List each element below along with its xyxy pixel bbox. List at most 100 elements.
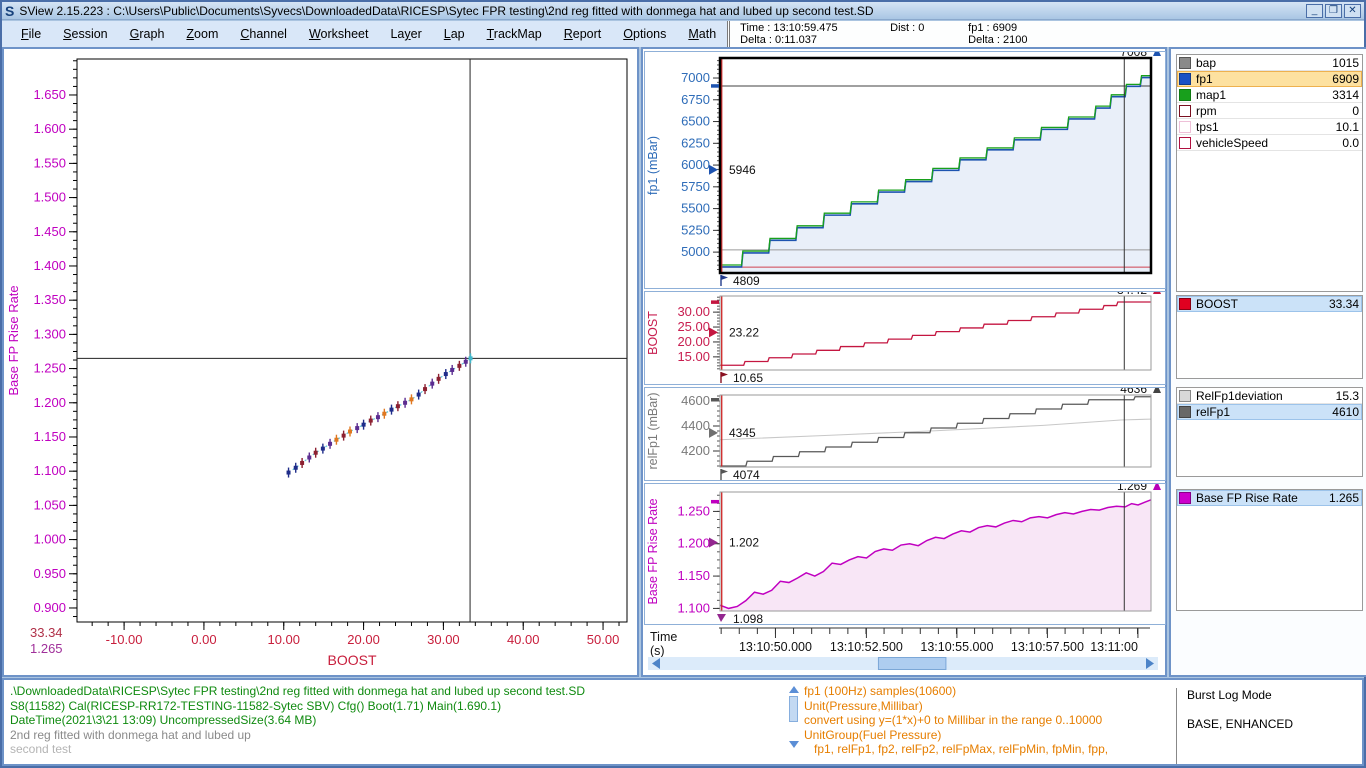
time-axis[interactable]: Time (s) 13:10:50.000 13:10:52.500 13:10:55.… xyxy=(644,627,1166,675)
svg-text:4200: 4200 xyxy=(681,443,710,458)
menu-item-trackmap[interactable]: TrackMap xyxy=(486,27,542,41)
close-button[interactable]: ✕ xyxy=(1344,3,1361,18)
menu-item-graph[interactable]: Graph xyxy=(129,27,165,41)
scatter-plot-panel[interactable]: 0.900 0.950 1.000 1.050 1.100 1.150 1.200 1.250… xyxy=(2,47,639,677)
svg-text:1.650: 1.650 xyxy=(33,87,66,102)
scatter-x-axis-label: BOOST xyxy=(327,652,376,668)
channel-color-swatch xyxy=(1179,136,1191,149)
svg-text:0.00: 0.00 xyxy=(191,632,216,647)
menu-item-zoom[interactable]: Zoom xyxy=(186,27,219,41)
file-info-block: .\DownloadedData\RICESP\Sytec FPR testin… xyxy=(10,684,780,757)
relfp1-chart[interactable]: 4200 4400 4600 relFp1 (mBar) 4636 4345 4074 xyxy=(644,382,1166,482)
channel-value: 1.265 xyxy=(1328,490,1359,505)
time-scrollbar-thumb[interactable] xyxy=(877,657,947,670)
menu-item-channel[interactable]: Channel xyxy=(240,27,287,41)
channel-list-2: BOOST 33.34 xyxy=(1176,295,1363,379)
svg-text:1.600: 1.600 xyxy=(33,121,66,136)
svg-text:1.098: 1.098 xyxy=(733,612,763,624)
scroll-up-icon[interactable] xyxy=(788,686,799,693)
minimize-button[interactable]: _ xyxy=(1306,3,1323,18)
channel-row-bap[interactable]: bap 1015 xyxy=(1177,55,1362,71)
svg-text:1.550: 1.550 xyxy=(33,155,66,170)
svg-text:1.000: 1.000 xyxy=(33,532,66,547)
svg-text:-10.00: -10.00 xyxy=(106,632,143,647)
channel-label: BOOST xyxy=(1196,296,1239,311)
file-info-line: DateTime(2021\3\21 13:09) UncompressedSi… xyxy=(10,713,317,727)
channel-color-swatch xyxy=(1179,389,1191,402)
channel-value: 15.3 xyxy=(1335,388,1359,403)
menu-item-session[interactable]: Session xyxy=(63,27,108,41)
svg-text:1.250: 1.250 xyxy=(33,361,66,376)
channel-color-swatch xyxy=(1179,56,1191,69)
svg-text:5500: 5500 xyxy=(681,201,710,216)
svg-text:1.050: 1.050 xyxy=(33,497,66,512)
svg-text:5000: 5000 xyxy=(681,244,710,259)
svg-text:6750: 6750 xyxy=(681,92,710,107)
channel-row-map1[interactable]: map1 3314 xyxy=(1177,87,1362,103)
menu-item-file[interactable]: File xyxy=(21,27,42,41)
menu-items: File Session Graph Zoom Channel Worksheet Laye… xyxy=(2,21,727,47)
channel-row-relfp1[interactable]: relFp1 4610 xyxy=(1177,404,1362,420)
channel-row-relfp1deviation[interactable]: RelFp1deviation 15.3 xyxy=(1177,388,1362,404)
menu-item-lap[interactable]: Lap xyxy=(443,27,465,41)
svg-text:6500: 6500 xyxy=(681,114,710,129)
svg-text:20.00: 20.00 xyxy=(347,632,380,647)
channel-info-line: Unit(Pressure,Millibar) xyxy=(804,698,923,713)
channel-info-line: fp1 (100Hz) samples(10600) xyxy=(804,684,957,698)
trace-boost xyxy=(720,301,1151,366)
menu-item-math[interactable]: Math xyxy=(688,27,717,41)
title-bar[interactable]: S SView 2.15.223 : C:\Users\Public\Docum… xyxy=(2,2,1364,20)
restore-button[interactable]: ❐ xyxy=(1325,3,1342,18)
cursor-status: Time : 13:10:59.475 Dist : 0 fp1 : 6909 … xyxy=(727,21,1364,47)
menu-item-options[interactable]: Options xyxy=(623,27,667,41)
scroll-down-icon[interactable] xyxy=(788,741,799,748)
svg-text:13:10:57.500: 13:10:57.500 xyxy=(1011,640,1084,654)
svg-text:BOOST: BOOST xyxy=(646,311,660,355)
time-charts-panel: 5000 5250 5500 5750 6000 6250 6500 6750 7000 fp1 … xyxy=(641,45,1167,677)
scrollbar-thumb[interactable] xyxy=(789,696,798,722)
svg-text:13:10:50.000: 13:10:50.000 xyxy=(739,640,812,654)
channel-row-vehiclespeed[interactable]: vehicleSpeed 0.0 xyxy=(1177,135,1362,151)
menu-item-worksheet[interactable]: Worksheet xyxy=(308,27,369,41)
channel-row-rpm[interactable]: rpm 0 xyxy=(1177,103,1362,119)
svg-text:1.250: 1.250 xyxy=(677,503,710,518)
channel-row-boost[interactable]: BOOST 33.34 xyxy=(1177,296,1362,312)
svg-text:1.450: 1.450 xyxy=(33,224,66,239)
svg-text:5250: 5250 xyxy=(681,222,710,237)
fp1-chart[interactable]: 5000 5250 5500 5750 6000 6250 6500 6750 7000 fp1 … xyxy=(644,45,1166,289)
file-info-line: .\DownloadedData\RICESP\Sytec FPR testin… xyxy=(10,684,585,698)
svg-text:15.00: 15.00 xyxy=(677,349,710,364)
channel-info-scrollbar[interactable] xyxy=(788,686,799,748)
menu-item-report[interactable]: Report xyxy=(563,27,602,41)
channel-label: relFp1 xyxy=(1196,404,1231,419)
svg-text:13:11:00: 13:11:00 xyxy=(1090,640,1138,654)
svg-text:1.500: 1.500 xyxy=(33,190,66,205)
window-title: SView 2.15.223 : C:\Users\Public\Documen… xyxy=(19,3,874,18)
channel-row-base-fp-rise-rate[interactable]: Base FP Rise Rate 1.265 xyxy=(1177,490,1362,506)
scatter-plot[interactable]: 0.900 0.950 1.000 1.050 1.100 1.150 1.200 1.250… xyxy=(4,49,637,675)
trace-relfp1 xyxy=(720,396,1151,467)
file-info-line: S8(11582) Cal(RICESP-RR172-TESTING-11582… xyxy=(10,698,502,713)
channel-list-1: bap 1015 fp1 6909 map1 3314 rpm 0 tps1 10.1 vehicl… xyxy=(1176,54,1363,292)
svg-text:10.00: 10.00 xyxy=(267,632,300,647)
svg-text:4400: 4400 xyxy=(681,418,710,433)
channel-row-fp1[interactable]: fp1 6909 xyxy=(1177,71,1362,87)
channel-value: 10.1 xyxy=(1335,119,1359,134)
channel-label: fp1 xyxy=(1196,71,1213,86)
svg-text:1.150: 1.150 xyxy=(677,568,710,583)
channel-row-tps1[interactable]: tps1 10.1 xyxy=(1177,119,1362,135)
menu-item-layer[interactable]: Layer xyxy=(390,27,422,41)
time-scroll-left-icon xyxy=(652,658,660,669)
svg-text:33.34: 33.34 xyxy=(30,625,63,640)
channel-info-line: convert using y=(1*x)+0 to Millibar in t… xyxy=(804,713,1103,727)
channel-info-line: UnitGroup(Fuel Pressure) xyxy=(804,727,942,742)
channel-value: 0.0 xyxy=(1342,135,1359,150)
svg-text:4074: 4074 xyxy=(733,468,760,480)
svg-text:30.00: 30.00 xyxy=(427,632,460,647)
svg-text:1.269: 1.269 xyxy=(1117,484,1147,493)
channel-label: vehicleSpeed xyxy=(1196,135,1269,150)
channel-color-swatch xyxy=(1179,104,1191,117)
basefp-chart[interactable]: 1.100 1.150 1.200 1.250 Base FP Rise Rate 1.2… xyxy=(644,479,1166,626)
channel-label: bap xyxy=(1196,55,1217,70)
